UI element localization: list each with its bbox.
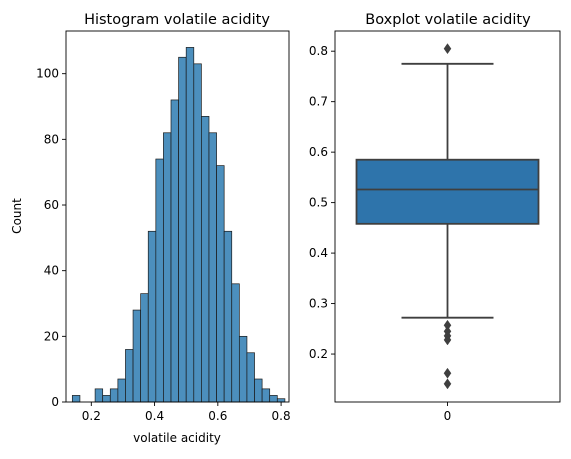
boxplot-y-tick-label: 0.5 [309, 196, 328, 210]
histogram-bar [261, 388, 271, 403]
boxplot-y-tick-label: 0.6 [309, 145, 328, 159]
histogram-title: Histogram volatile acidity [84, 12, 270, 28]
histogram-panel: Histogram volatile acidity 0.2 0.4 0.6 0.8 … [10, 12, 291, 445]
histogram-bar [223, 230, 233, 403]
histogram-axes-frame [65, 30, 290, 403]
histogram-bar [246, 352, 255, 403]
boxplot-outlier [443, 367, 452, 379]
boxplot-x-ticks: 0 [444, 402, 452, 423]
histogram-bar [238, 335, 248, 403]
histogram-bar [102, 395, 111, 403]
boxplot-outlier [443, 378, 452, 390]
histogram-bar [109, 388, 119, 403]
histogram-x-tick-label: 0.8 [272, 409, 291, 423]
histogram-x-ticks: 0.2 0.4 0.6 0.8 [82, 402, 291, 423]
boxplot-y-tick-label: 0.7 [309, 95, 328, 109]
histogram-bar [170, 99, 179, 403]
histogram-y-tick-label: 40 [44, 264, 59, 278]
boxplot-y-tick-label: 0.4 [309, 246, 328, 260]
histogram-x-tick-label: 0.2 [82, 409, 101, 423]
histogram-bar [216, 165, 225, 403]
histogram-y-tick-label: 60 [44, 198, 59, 212]
histogram-bar [276, 398, 286, 403]
boxplot-outlier [443, 334, 452, 346]
histogram-y-tick-label: 0 [51, 395, 59, 409]
histogram-bar [178, 56, 187, 403]
histogram-bar [155, 158, 164, 403]
histogram-y-label: Count [10, 198, 24, 234]
boxplot-axes-frame [334, 30, 561, 403]
histogram-bar [185, 47, 195, 403]
boxplot-y-ticks: 0.2 0.3 0.4 0.5 0.6 0.7 0.8 [309, 44, 335, 361]
boxplot-panel: Boxplot volatile acidity 0 0.20.30.40.50… [309, 12, 561, 423]
boxplot-x-tick-label: 0 [444, 409, 452, 423]
histogram-bar [163, 132, 172, 403]
histogram-x-label: volatile acidity [133, 431, 221, 445]
histogram-bar [140, 293, 149, 403]
histogram-y-ticks: 0 20 40 60 80 100 [36, 67, 66, 409]
boxplot-outlier [443, 43, 452, 55]
histogram-bar [201, 116, 210, 403]
histogram-y-tick-label: 80 [44, 132, 59, 146]
histogram-bars [71, 47, 286, 403]
histogram-y-tick-label: 20 [44, 329, 59, 343]
histogram-bar [269, 395, 278, 403]
boxplot-y-tick-label: 0.2 [309, 347, 328, 361]
histogram-bar [254, 378, 263, 403]
boxplot-y-tick-label: 0.3 [309, 297, 328, 311]
boxplot-marks [355, 43, 540, 390]
histogram-bar [147, 230, 157, 403]
boxplot-title: Boxplot volatile acidity [365, 12, 531, 28]
histogram-bar [132, 309, 141, 403]
histogram-bar [94, 388, 104, 403]
histogram-bar [71, 395, 81, 403]
boxplot-y-tick-label: 0.8 [309, 44, 328, 58]
histogram-bar [208, 132, 217, 403]
histogram-bar [117, 378, 126, 403]
histogram-bar [193, 63, 202, 403]
histogram-y-tick-label: 100 [36, 67, 59, 81]
histogram-bar [125, 349, 134, 403]
boxplot-box [355, 158, 540, 225]
histogram-bar [231, 283, 240, 403]
histogram-x-tick-label: 0.4 [145, 409, 164, 423]
histogram-x-tick-label: 0.6 [208, 409, 227, 423]
